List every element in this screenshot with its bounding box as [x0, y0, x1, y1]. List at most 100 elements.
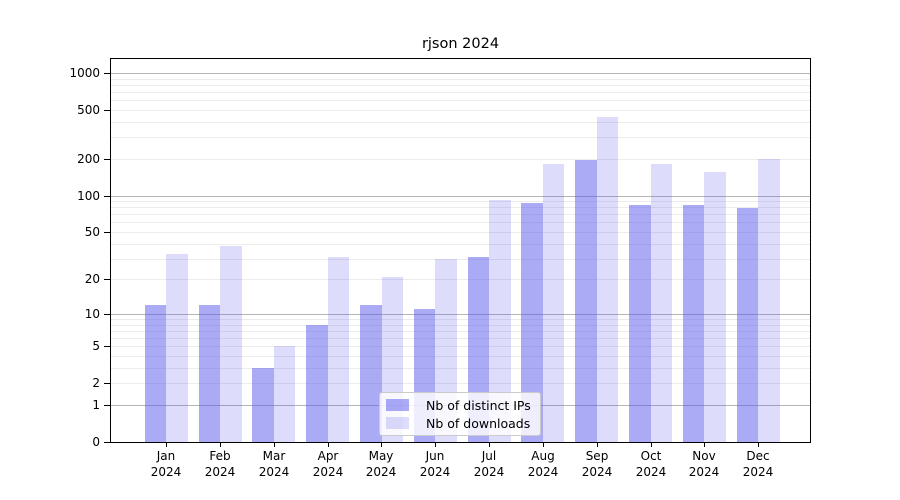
y-tick-label: 500 — [77, 103, 100, 117]
y-tick-mark — [104, 232, 110, 233]
x-tick-mark — [220, 443, 221, 447]
bar-distinct-ips-apr — [306, 324, 328, 442]
gridline-minor — [111, 84, 810, 86]
gridline-minor — [111, 78, 810, 80]
gridline-minor — [111, 383, 810, 385]
bar-downloads-jul — [489, 199, 511, 442]
gridline-minor — [111, 110, 810, 111]
y-tick-label: 10 — [84, 307, 100, 321]
legend-item-distinct-ips: Nb of distinct IPs — [386, 397, 531, 413]
y-tick-label: 2 — [92, 376, 100, 390]
x-tick-label: Feb 2024 — [204, 449, 236, 479]
y-tick-mark — [104, 405, 110, 406]
bar-distinct-ips-oct — [629, 204, 651, 442]
gridline-minor — [111, 158, 810, 160]
bar-downloads-nov — [704, 171, 726, 442]
x-tick-label: Mar 2024 — [258, 449, 290, 479]
bar-distinct-ips-jan — [144, 305, 167, 442]
gridline-minor — [111, 368, 810, 369]
legend-swatch-downloads — [386, 417, 409, 429]
y-tick-mark — [104, 383, 110, 384]
x-tick-mark — [328, 443, 329, 447]
bar-downloads-apr — [327, 256, 350, 442]
x-tick-label: Aug 2024 — [527, 449, 559, 479]
gridline-minor — [111, 279, 810, 281]
legend-label-distinct-ips: Nb of distinct IPs — [426, 397, 531, 413]
x-tick-mark — [758, 443, 759, 447]
gridline-major — [111, 73, 810, 74]
bar-downloads-mar — [273, 346, 296, 442]
x-tick-mark — [651, 443, 652, 447]
y-tick-mark — [104, 159, 110, 160]
y-tick-label: 0 — [92, 435, 100, 449]
chart-title: rjson 2024 — [421, 36, 500, 52]
x-tick-mark — [543, 443, 544, 447]
x-tick-mark — [274, 443, 275, 447]
bar-downloads-feb — [220, 246, 242, 442]
y-tick-label: 50 — [84, 225, 100, 239]
gridline-minor — [111, 319, 810, 320]
legend-label-downloads: Nb of downloads — [426, 415, 531, 431]
x-tick-mark — [489, 443, 490, 447]
legend-item-downloads: Nb of downloads — [386, 415, 531, 431]
y-tick-label: 20 — [84, 272, 100, 286]
bar-distinct-ips-dec — [736, 208, 759, 442]
bar-distinct-ips-mar — [252, 368, 274, 442]
gridline-minor — [111, 232, 810, 233]
legend: Nb of distinct IPs Nb of downloads — [379, 392, 541, 436]
y-tick-label: 1 — [92, 398, 100, 412]
y-tick-mark — [104, 314, 110, 315]
bar-downloads-aug — [542, 164, 565, 442]
bar-distinct-ips-feb — [198, 305, 220, 442]
gridline-minor — [111, 324, 810, 326]
gridline-minor — [111, 356, 810, 357]
x-tick-mark — [166, 443, 167, 447]
y-tick-label: 100 — [77, 189, 100, 203]
x-tick-label: Jun 2024 — [419, 449, 451, 479]
x-tick-label: Jul 2024 — [473, 449, 505, 479]
gridline-minor — [111, 201, 810, 203]
bar-distinct-ips-sep — [575, 160, 597, 442]
gridline-minor — [111, 338, 810, 340]
x-tick-label: May 2024 — [365, 449, 397, 479]
x-tick-mark — [597, 443, 598, 447]
y-tick-mark — [104, 196, 110, 197]
y-tick-mark — [104, 442, 110, 443]
bar-downloads-dec — [758, 158, 780, 442]
bar-distinct-ips-may — [360, 305, 382, 442]
bar-distinct-ips-aug — [521, 202, 543, 442]
x-tick-label: Dec 2024 — [742, 449, 774, 479]
x-tick-label: Jan 2024 — [150, 449, 182, 479]
y-tick-mark — [104, 73, 110, 74]
gridline-major — [111, 313, 810, 315]
gridline-minor — [111, 92, 810, 93]
gridline-minor — [111, 100, 810, 102]
x-tick-label: Sep 2024 — [581, 449, 613, 479]
bar-downloads-sep — [596, 117, 619, 442]
gridline-minor — [111, 346, 810, 348]
bar-distinct-ips-nov — [682, 204, 705, 442]
gridline-major — [111, 195, 810, 197]
x-tick-label: Nov 2024 — [688, 449, 720, 479]
gridline-minor — [111, 121, 810, 123]
x-tick-mark — [381, 443, 382, 447]
y-tick-mark — [104, 346, 110, 347]
legend-swatch-distinct-ips — [386, 399, 409, 411]
x-tick-mark — [704, 443, 705, 447]
y-tick-label: 1000 — [69, 66, 100, 80]
y-tick-label: 5 — [92, 339, 100, 353]
y-tick-mark — [104, 279, 110, 280]
x-tick-mark — [435, 443, 436, 447]
gridline-minor — [111, 330, 810, 332]
x-tick-label: Oct 2024 — [635, 449, 667, 479]
plot-area: Nb of distinct IPs Nb of downloads — [110, 58, 811, 443]
bar-downloads-oct — [650, 163, 673, 442]
bar-downloads-jan — [166, 253, 188, 442]
x-tick-label: Apr 2024 — [312, 449, 344, 479]
y-tick-mark — [104, 110, 110, 111]
gridline-minor — [111, 258, 810, 260]
gridline-minor — [111, 137, 810, 139]
gridline-minor — [111, 207, 810, 209]
gridline-minor — [111, 222, 810, 224]
